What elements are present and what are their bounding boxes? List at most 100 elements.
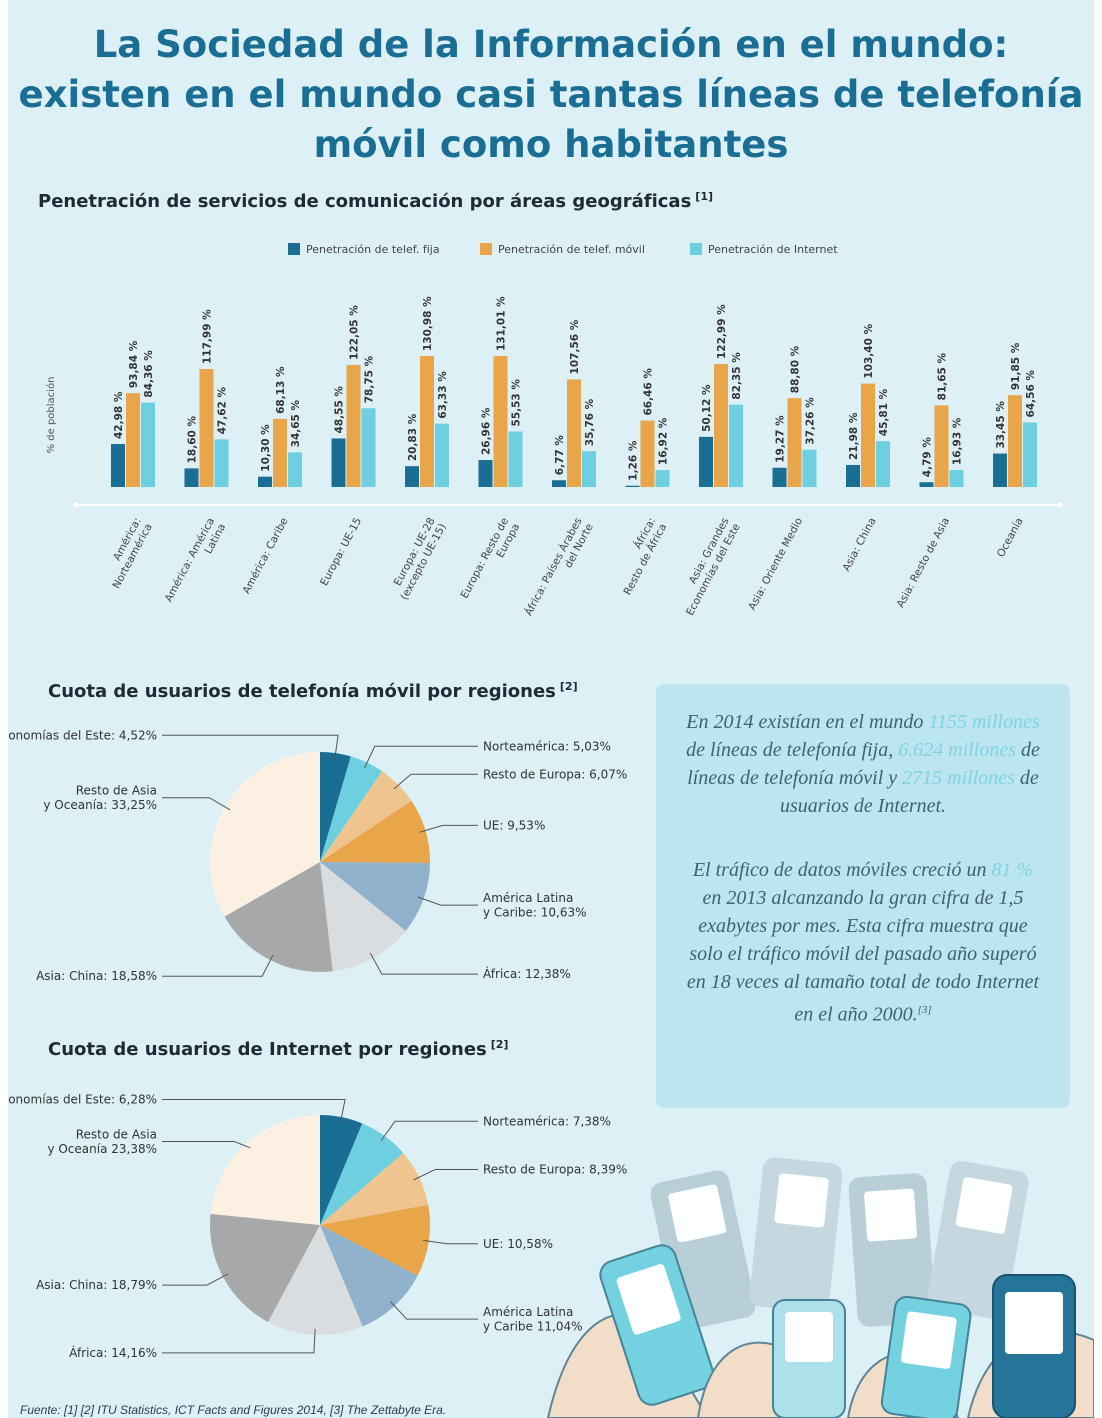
bar	[567, 379, 581, 487]
bar	[641, 421, 655, 487]
slice-label: UE: 9,53%	[483, 818, 545, 832]
bar	[362, 408, 376, 487]
bar	[582, 451, 596, 487]
value-label: 45,81 %	[878, 388, 890, 436]
category-label-group: Oceanía	[995, 516, 1026, 560]
value-label: 81,65 %	[937, 352, 949, 400]
value-label: 48,55 %	[334, 386, 346, 434]
value-label: 64,56 %	[1025, 370, 1037, 418]
slice-label: Asia: Grandes Economías del Este: 6,28%	[8, 1092, 157, 1106]
footer: Fuente: [1] [2] ITU Statistics, ICT Fact…	[20, 1403, 446, 1417]
category-label-group: Asia: Oriente Medio	[746, 516, 805, 613]
bar	[656, 470, 670, 487]
bar	[215, 439, 229, 487]
value-label: 66,46 %	[643, 368, 655, 416]
bar	[479, 460, 493, 487]
x-tick-label: Asia: Resto de Asia	[895, 516, 953, 610]
value-label: 4,79 %	[922, 437, 934, 478]
bar	[876, 441, 890, 487]
chart-title: Penetración de servicios de comunicación…	[38, 190, 713, 212]
bar	[699, 437, 713, 487]
chart-title-text: Penetración de servicios de comunicación…	[38, 191, 691, 212]
footnote-ref: [3]	[918, 1004, 932, 1016]
value-label: 55,53 %	[511, 379, 523, 427]
axis-end	[1057, 502, 1063, 508]
leader-line	[162, 1329, 315, 1353]
leader-line	[423, 1240, 478, 1244]
value-label: 50,12 %	[701, 384, 713, 432]
slice-label: Resto de Europa: 8,39%	[483, 1162, 627, 1176]
x-tick-label: Asia: Oriente Medio	[746, 516, 805, 613]
value-label: 34,65 %	[290, 399, 302, 447]
leader-line	[364, 746, 478, 768]
value-label: 35,76 %	[584, 398, 596, 446]
chart-title-note: [2]	[560, 680, 578, 693]
value-label: 122,99 %	[716, 304, 728, 359]
info-text: El tráfico de datos móviles creció un	[693, 859, 992, 881]
category-label-group: América: AméricaLatina	[163, 516, 229, 610]
chart-title: Cuota de usuarios de Internet por region…	[48, 1038, 508, 1060]
bar	[788, 398, 802, 487]
x-tick-label: América:Norteamérica	[99, 516, 154, 591]
slice-label: Asia: China: 18,79%	[36, 1278, 157, 1292]
x-tick-label: África:Resto de África	[610, 515, 670, 597]
info-text: de líneas de telefonía fija,	[686, 739, 898, 761]
value-label: 91,85 %	[1010, 342, 1022, 390]
bar	[258, 477, 272, 487]
legend-label: Penetración de Internet	[708, 243, 838, 256]
leader-line	[162, 955, 273, 976]
bar	[846, 465, 860, 487]
value-label: 103,40 %	[863, 323, 875, 378]
highlight-text: 2715 millones	[902, 767, 1015, 789]
category-label-group: Europa: Resto deEuropa	[459, 516, 523, 607]
value-label: 6,77 %	[554, 435, 566, 476]
chart-title-text: Cuota de usuarios de Internet por region…	[48, 1039, 487, 1060]
category-label-group: Asia: China	[840, 516, 878, 574]
value-label: 33,45 %	[995, 401, 1007, 449]
axis-end	[73, 502, 79, 508]
pie-slice	[211, 1115, 320, 1225]
bar	[920, 482, 934, 487]
chart-title-note: [2]	[491, 1038, 509, 1051]
bar	[405, 466, 419, 487]
bar	[552, 480, 566, 487]
bar	[714, 364, 728, 487]
category-label-group: Europa: UE-15	[318, 516, 364, 588]
leader-line	[394, 774, 478, 789]
slice-label: UE: 10,58%	[483, 1237, 553, 1251]
value-label: 93,84 %	[128, 340, 140, 388]
bar	[803, 450, 817, 487]
value-label: 88,80 %	[790, 345, 802, 393]
bar	[773, 468, 787, 487]
x-tick-label: Europa: Resto deEuropa	[459, 516, 523, 607]
leader-line	[162, 1274, 228, 1285]
category-label-group: Asia: GrandesEconomías del Este	[673, 516, 743, 618]
value-label: 18,60 %	[187, 416, 199, 464]
value-label: 68,13 %	[275, 366, 287, 414]
leader-line	[418, 897, 478, 905]
info-paragraph: En 2014 existían en el mundo 1155 millon…	[684, 708, 1042, 820]
bar	[494, 356, 508, 487]
value-label: 84,36 %	[143, 350, 155, 398]
value-label: 107,56 %	[569, 319, 581, 374]
value-label: 21,98 %	[848, 412, 860, 460]
value-label: 82,35 %	[731, 352, 743, 400]
category-label-group: Europa: UE-28(excepto UE-15)	[387, 516, 449, 602]
value-label: 130,98 %	[422, 296, 434, 351]
phones-illustration	[548, 1156, 1094, 1418]
value-label: 37,26 %	[805, 397, 817, 445]
chart-title-text: Cuota de usuarios de telefonía móvil por…	[48, 681, 556, 702]
bar	[111, 444, 125, 487]
value-label: 10,30 %	[260, 424, 272, 472]
leader-line	[162, 798, 230, 810]
value-label: 131,01 %	[496, 296, 508, 351]
slice-label: Asia: Grandes Economías del Este: 4,52%	[8, 728, 157, 742]
value-label: 16,93 %	[952, 417, 964, 465]
legend-label: Penetración de telef. móvil	[498, 243, 645, 256]
slice-label: Resto de Europa: 6,07%	[483, 767, 627, 781]
main-title-line: móvil como habitantes	[8, 120, 1094, 170]
